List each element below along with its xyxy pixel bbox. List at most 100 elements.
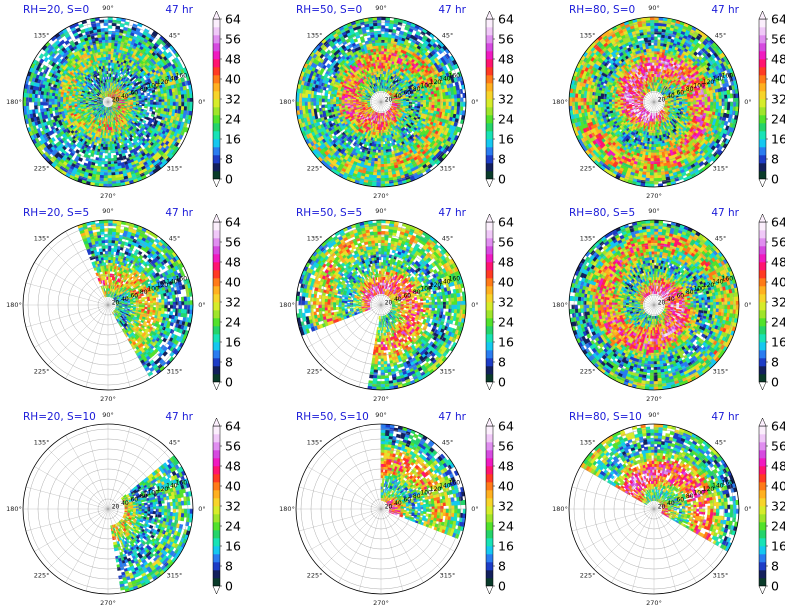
angular-grid-spoke	[307, 101, 382, 145]
angle-tick-label: 225°	[34, 571, 50, 579]
angular-grid-spoke	[307, 466, 382, 510]
colorbar-tick-label: 40	[498, 72, 514, 87]
angular-grid-spoke	[107, 244, 169, 306]
radial-tick-label: 100	[147, 490, 159, 497]
radial-tick-label: 140	[712, 483, 724, 490]
colorbar-segment	[213, 350, 220, 359]
colorbar-segment	[213, 43, 220, 52]
angle-tick-label: 225°	[580, 164, 596, 172]
angle-tick-label: 270°	[100, 395, 116, 403]
radial-tick-label: 80	[413, 493, 421, 500]
angular-grid-spoke	[380, 28, 424, 103]
colorbar-segment	[486, 107, 493, 116]
colorbar-segment	[486, 230, 493, 239]
radial-tick-label: 60	[403, 496, 411, 503]
panel-title-right: 47 hr	[438, 4, 466, 16]
angular-grid-spoke	[107, 304, 151, 379]
colorbar-segment	[213, 498, 220, 507]
angle-tick-label: 135°	[34, 32, 50, 40]
colorbar-segment	[486, 51, 493, 60]
heatmap-field	[296, 17, 466, 187]
colorbar-tick-label: 56	[771, 32, 785, 47]
angular-grid-spoke	[653, 231, 697, 306]
colorbar-bottom-arrow	[758, 178, 767, 188]
angular-grid-spoke	[107, 304, 131, 388]
angle-tick-label: 225°	[580, 367, 596, 375]
colorbar-segment	[759, 530, 766, 539]
colorbar-segment	[486, 326, 493, 335]
polar-panel-1: 20 40 60 80 1001201401600°45°90°135°180°225°…	[6, 4, 241, 200]
colorbar-segment	[759, 466, 766, 475]
colorbar-segment	[759, 139, 766, 148]
colorbar-segment	[213, 342, 220, 351]
colorbar-segment	[486, 19, 493, 28]
angle-tick-label: 180°	[6, 98, 22, 106]
colorbar-segment	[486, 530, 493, 539]
colorbar-segment	[486, 342, 493, 351]
angular-grid-spoke	[380, 79, 464, 103]
angular-grid-spoke	[571, 79, 655, 103]
angular-grid-spoke	[34, 59, 109, 103]
angular-grid-spoke	[47, 304, 109, 366]
angular-grid-spoke	[107, 101, 151, 176]
colorbar-segment	[213, 530, 220, 539]
colorbar-segment	[759, 482, 766, 491]
polar-panel-3: 20 40 60 80 1001201401600°45°90°135°180°225°…	[552, 4, 785, 200]
colorbar-segment	[213, 326, 220, 335]
radial-tick-label: 40	[121, 296, 129, 303]
colorbar-segment	[486, 498, 493, 507]
angular-grid-spoke	[580, 101, 655, 145]
colorbar: 0 8 16 24 32 40 48 56 64	[758, 417, 785, 595]
angular-grid-spoke	[580, 262, 655, 306]
radial-tick-label: 120	[157, 486, 169, 493]
angular-grid-spoke	[653, 28, 697, 103]
colorbar-segment	[213, 466, 220, 475]
angular-grid-spoke	[631, 426, 655, 510]
radial-tick-label: 100	[693, 490, 705, 497]
colorbar-top-arrow	[212, 417, 221, 427]
radial-tick-label: 60	[130, 292, 138, 299]
radial-tick-label: 20	[112, 503, 120, 510]
colorbar-segment	[213, 155, 220, 164]
colorbar-tick-label: 32	[498, 499, 514, 514]
colorbar-bottom-arrow	[485, 585, 494, 595]
angular-grid-spoke	[307, 59, 382, 103]
angular-grid-spoke	[107, 262, 182, 306]
radial-tick-label: 60	[130, 89, 138, 96]
colorbar-top-arrow	[485, 417, 494, 427]
angle-tick-label: 45°	[442, 235, 454, 243]
polar-frame	[568, 423, 740, 595]
colorbar-tick-label: 48	[225, 255, 241, 270]
polar-frame	[295, 16, 467, 188]
colorbar-segment	[759, 238, 766, 247]
polar-panel-4: 20 40 60 80 1001201401600°45°90°135°180°225°…	[6, 207, 241, 403]
panel-title-right: 47 hr	[165, 4, 193, 16]
angular-grid-spoke	[380, 304, 404, 388]
colorbar-segment	[759, 51, 766, 60]
angular-grid-spoke	[85, 222, 109, 306]
angular-grid-spoke	[338, 508, 382, 583]
colorbar-segment	[759, 294, 766, 303]
angle-tick-label: 90°	[375, 207, 387, 215]
colorbar-segment	[759, 506, 766, 515]
angle-tick-label: 135°	[307, 439, 323, 447]
colorbar-tick-label: 64	[771, 215, 785, 230]
radial-tick-label: 160	[176, 72, 188, 79]
colorbar-segment	[486, 123, 493, 132]
angular-grid-spoke	[653, 101, 728, 145]
angular-grid-spoke	[380, 19, 404, 103]
angle-tick-label: 270°	[646, 192, 662, 200]
colorbar-tick-label: 56	[771, 235, 785, 250]
colorbar-tick-label: 0	[225, 579, 233, 594]
colorbar-segment	[213, 27, 220, 36]
colorbar-segment	[759, 107, 766, 116]
colorbar-segment	[486, 115, 493, 124]
angular-grid-spoke	[107, 304, 169, 366]
polar-frame	[568, 219, 740, 391]
colorbar: 0 8 16 24 32 40 48 56 64	[485, 417, 514, 595]
colorbar-bottom-arrow	[485, 381, 494, 391]
colorbar-segment	[759, 514, 766, 523]
colorbar-segment	[759, 426, 766, 435]
radial-tick-label: 20	[385, 503, 393, 510]
angular-grid-spoke	[580, 59, 655, 103]
